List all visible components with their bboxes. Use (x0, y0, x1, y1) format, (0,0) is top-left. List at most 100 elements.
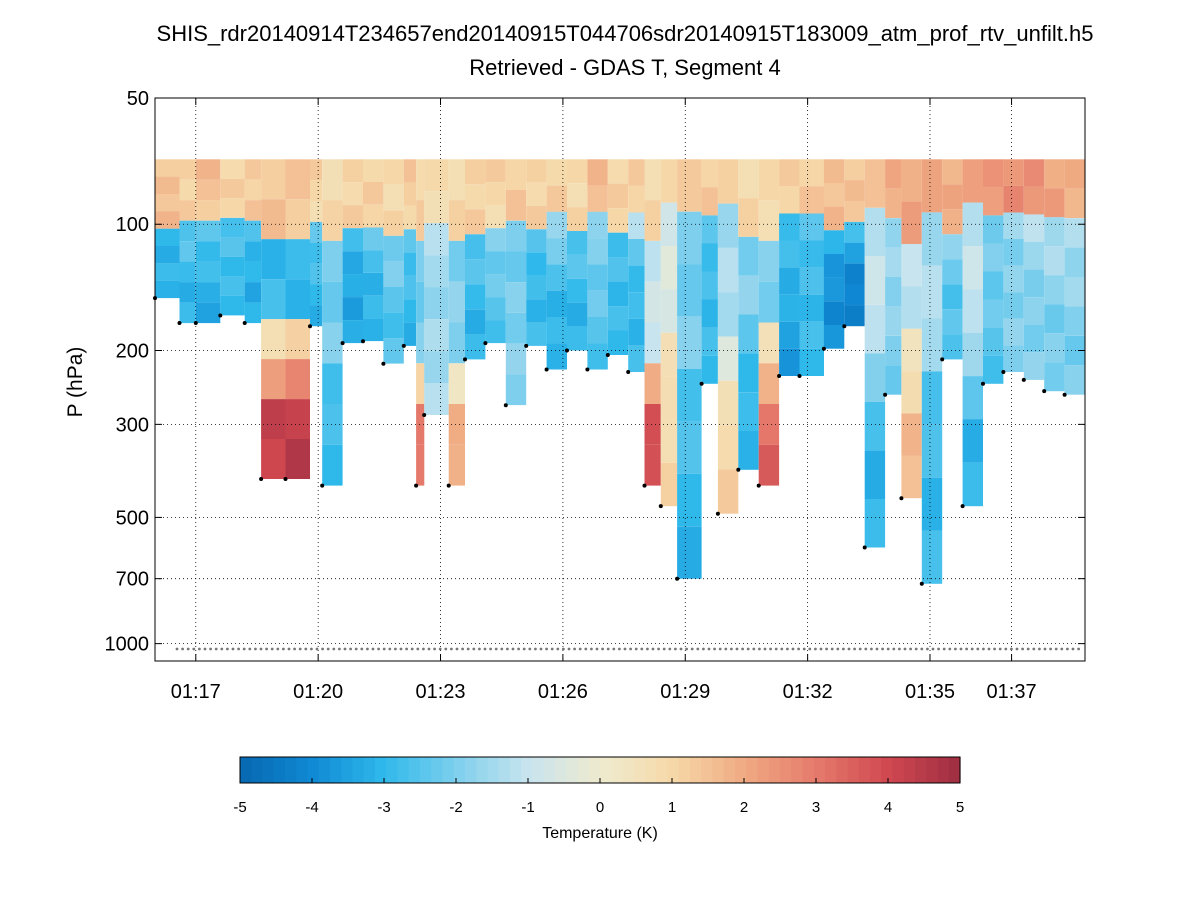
surface-marker (1071, 647, 1075, 651)
profile-cell (244, 220, 261, 242)
profile-cell (220, 178, 245, 199)
profile-column (717, 159, 739, 514)
profile-cell (701, 271, 718, 300)
profile-cell (717, 469, 739, 514)
profile-cell (758, 240, 780, 282)
surface-marker (450, 647, 453, 651)
profile-cell (660, 462, 678, 507)
profile-cell (779, 240, 800, 268)
profile-cell (505, 159, 527, 190)
surface-marker (1004, 647, 1008, 651)
profile-cell (587, 264, 608, 291)
surface-marker (735, 647, 739, 651)
surface-marker (858, 647, 862, 651)
surface-marker (998, 647, 1002, 651)
profile-column (261, 159, 286, 479)
profile-column (424, 159, 449, 415)
colorbar-segment (543, 757, 556, 783)
surface-marker (293, 647, 296, 651)
profile-column (738, 159, 759, 470)
profile-bottom-marker (177, 321, 182, 325)
surface-marker (903, 647, 907, 651)
colorbar-segment (262, 757, 275, 783)
surface-marker (763, 647, 767, 651)
profile-column (644, 159, 661, 486)
profile-cell (285, 159, 310, 200)
surface-marker (679, 647, 683, 651)
profile-bottom-marker (960, 504, 965, 509)
colorbar-tick-label: -3 (377, 799, 390, 816)
colorbar-segment (577, 757, 590, 783)
profile-column (195, 159, 221, 324)
colorbar-tick-label: 3 (812, 799, 820, 816)
profile-cell (220, 159, 245, 179)
profile-cell (383, 159, 404, 185)
surface-marker (590, 647, 593, 651)
profile-cell (758, 444, 780, 486)
profile-cell (261, 399, 286, 440)
profile-cell (416, 159, 425, 201)
profile-cell (322, 159, 343, 201)
profile-cell (448, 404, 465, 445)
profile-cell (921, 477, 943, 531)
profile-cell (864, 353, 886, 402)
surface-marker (254, 647, 257, 651)
surface-marker (746, 647, 750, 651)
profile-cell (717, 425, 739, 470)
profile-cell (424, 351, 449, 384)
surface-marker (399, 647, 403, 651)
profile-cell (1064, 188, 1085, 219)
profile-cell (962, 246, 983, 290)
profile-cell (322, 444, 343, 486)
profile-cell (383, 287, 404, 313)
profile-cell (322, 363, 343, 405)
profile-cell (220, 256, 245, 277)
surface-marker (461, 647, 464, 651)
profile-cell (983, 299, 1004, 328)
profile-cell (864, 401, 886, 451)
colorbar-segment (813, 757, 826, 783)
profile-cell (1064, 277, 1085, 307)
colorbar-segment (836, 757, 849, 783)
profile-cell (485, 297, 506, 321)
surface-marker (931, 647, 935, 651)
colorbar (240, 757, 961, 783)
surface-marker (287, 647, 291, 651)
surface-marker (618, 647, 621, 651)
profile-cell (644, 240, 661, 282)
profile-cell (1023, 159, 1045, 187)
profile-cell (844, 159, 865, 181)
colorbar-segment (678, 757, 691, 783)
profile-bottom-marker (585, 367, 590, 372)
profile-cell (285, 359, 310, 400)
profile-cell (1003, 292, 1024, 319)
profile-bottom-marker (981, 381, 985, 386)
profile-cell (424, 383, 449, 415)
profile-bottom-marker (736, 467, 741, 472)
profile-cell (901, 159, 922, 202)
surface-marker (360, 647, 364, 651)
profile-column (701, 159, 718, 384)
profile-column (942, 159, 963, 360)
profile-cell (962, 332, 983, 377)
profile-cell (942, 284, 963, 310)
profile-bottom-marker (658, 504, 663, 509)
surface-marker (539, 647, 543, 651)
colorbar-segment (802, 757, 815, 783)
profile-cell (310, 263, 323, 285)
surface-marker (427, 647, 431, 651)
profile-cell (677, 369, 702, 422)
surface-marker (646, 647, 649, 651)
y-tick-label: 1000 (105, 634, 150, 656)
surface-marker (1038, 647, 1041, 651)
surface-marker (898, 647, 901, 651)
profile-cell (363, 273, 384, 296)
profile-cell (322, 322, 343, 364)
profile-cell (823, 183, 845, 207)
colorbar-segment (667, 757, 680, 783)
profile-cell (701, 215, 718, 244)
surface-marker (724, 647, 728, 651)
profile-cell (921, 318, 943, 372)
profile-cell (285, 439, 310, 479)
